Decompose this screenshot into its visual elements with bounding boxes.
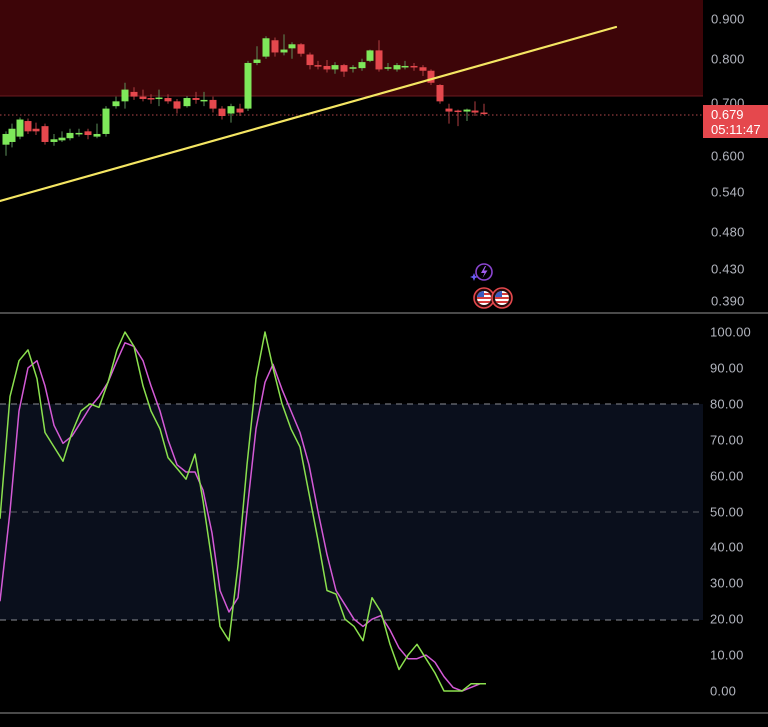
candle[interactable]: [102, 108, 110, 134]
candle[interactable]: [253, 59, 261, 63]
candle[interactable]: [480, 112, 488, 115]
candle[interactable]: [366, 50, 374, 61]
candle[interactable]: [8, 128, 16, 142]
candle[interactable]: [393, 65, 401, 70]
economic-events[interactable]: [466, 262, 526, 312]
price-pane[interactable]: [0, 0, 703, 203]
candle[interactable]: [218, 108, 226, 117]
candle[interactable]: [331, 65, 339, 70]
candle[interactable]: [280, 49, 288, 53]
stochastic-axis-tick: 50.00: [710, 504, 744, 519]
stochastic-axis-tick: 10.00: [710, 647, 744, 663]
stochastic-axis-tick: 30.00: [710, 575, 744, 591]
us-flag-icon[interactable]: [473, 287, 495, 309]
stochastic-axis-tick: 60.00: [710, 468, 744, 484]
candle[interactable]: [155, 97, 163, 100]
pane-divider[interactable]: [0, 312, 768, 314]
price-axis-tick: 0.430: [711, 261, 745, 277]
us-flag-icon[interactable]: [491, 287, 513, 309]
candle[interactable]: [66, 132, 74, 139]
stochastic-axis-tick: 70.00: [710, 432, 744, 448]
ascending-trendline[interactable]: [0, 25, 618, 203]
candle[interactable]: [262, 38, 270, 57]
price-axis-tick: 0.390: [711, 293, 745, 309]
candle[interactable]: [75, 132, 83, 135]
candle[interactable]: [84, 131, 92, 136]
candle[interactable]: [271, 40, 279, 53]
stochastic-axis-tick: 40.00: [710, 539, 744, 555]
price-axis-tick: 0.600: [711, 148, 745, 164]
stochastic-k-line[interactable]: [0, 331, 486, 692]
candle[interactable]: [16, 119, 24, 137]
candle[interactable]: [340, 65, 348, 72]
stochastic-axis-tick: 90.00: [710, 360, 744, 376]
candle[interactable]: [112, 101, 120, 107]
stochastic-axis-tick: 100.00: [710, 324, 751, 340]
candle[interactable]: [454, 110, 462, 113]
price-axis-tick: 0.540: [711, 184, 745, 200]
candle[interactable]: [244, 62, 252, 109]
candle[interactable]: [58, 137, 66, 141]
candle[interactable]: [323, 65, 331, 70]
candle[interactable]: [147, 98, 155, 100]
candle[interactable]: [32, 128, 40, 132]
candle[interactable]: [209, 99, 217, 109]
candle[interactable]: [227, 106, 235, 114]
candle[interactable]: [50, 139, 58, 142]
candle[interactable]: [375, 50, 383, 70]
candle[interactable]: [306, 54, 314, 66]
candle[interactable]: [427, 70, 435, 83]
candle[interactable]: [445, 108, 453, 112]
candle[interactable]: [419, 67, 427, 71]
candle[interactable]: [164, 98, 172, 102]
candle[interactable]: [183, 98, 191, 107]
candle[interactable]: [130, 91, 138, 97]
resistance-zone[interactable]: [0, 0, 703, 96]
candle[interactable]: [2, 133, 10, 145]
candlestick-series[interactable]: [2, 34, 488, 156]
stochastic-axis-tick: 80.00: [710, 396, 744, 412]
stochastic-pane[interactable]: [0, 331, 703, 692]
candle[interactable]: [236, 108, 244, 113]
candle[interactable]: [401, 65, 409, 68]
sparkle-lightning-icon[interactable]: [470, 263, 493, 281]
candle[interactable]: [139, 96, 147, 99]
candle[interactable]: [463, 109, 471, 112]
candle[interactable]: [410, 65, 418, 68]
price-axis-tick: 0.900: [711, 11, 745, 27]
bottom-divider: [0, 712, 768, 714]
candle[interactable]: [192, 98, 200, 100]
candle[interactable]: [288, 44, 296, 49]
candle[interactable]: [384, 67, 392, 69]
candle[interactable]: [173, 101, 181, 109]
price-axis-tick: 0.800: [711, 51, 745, 67]
candle[interactable]: [314, 65, 322, 67]
candle[interactable]: [121, 89, 129, 102]
current-price-badge: 0.679 05:11:47: [703, 105, 768, 138]
candle[interactable]: [297, 44, 305, 54]
candle[interactable]: [349, 67, 357, 69]
candle-countdown-label: 05:11:47: [711, 122, 761, 137]
candle[interactable]: [41, 126, 49, 142]
candle[interactable]: [436, 85, 444, 102]
candle[interactable]: [358, 62, 366, 69]
stochastic-axis-tick: 20.00: [710, 611, 744, 627]
candle[interactable]: [24, 121, 32, 132]
candle[interactable]: [93, 133, 101, 137]
candle[interactable]: [200, 99, 208, 102]
price-axis-tick: 0.480: [711, 224, 745, 240]
stochastic-axis-tick: 0.00: [710, 683, 737, 699]
current-price-label: 0.679: [711, 107, 744, 122]
candle[interactable]: [471, 110, 479, 113]
